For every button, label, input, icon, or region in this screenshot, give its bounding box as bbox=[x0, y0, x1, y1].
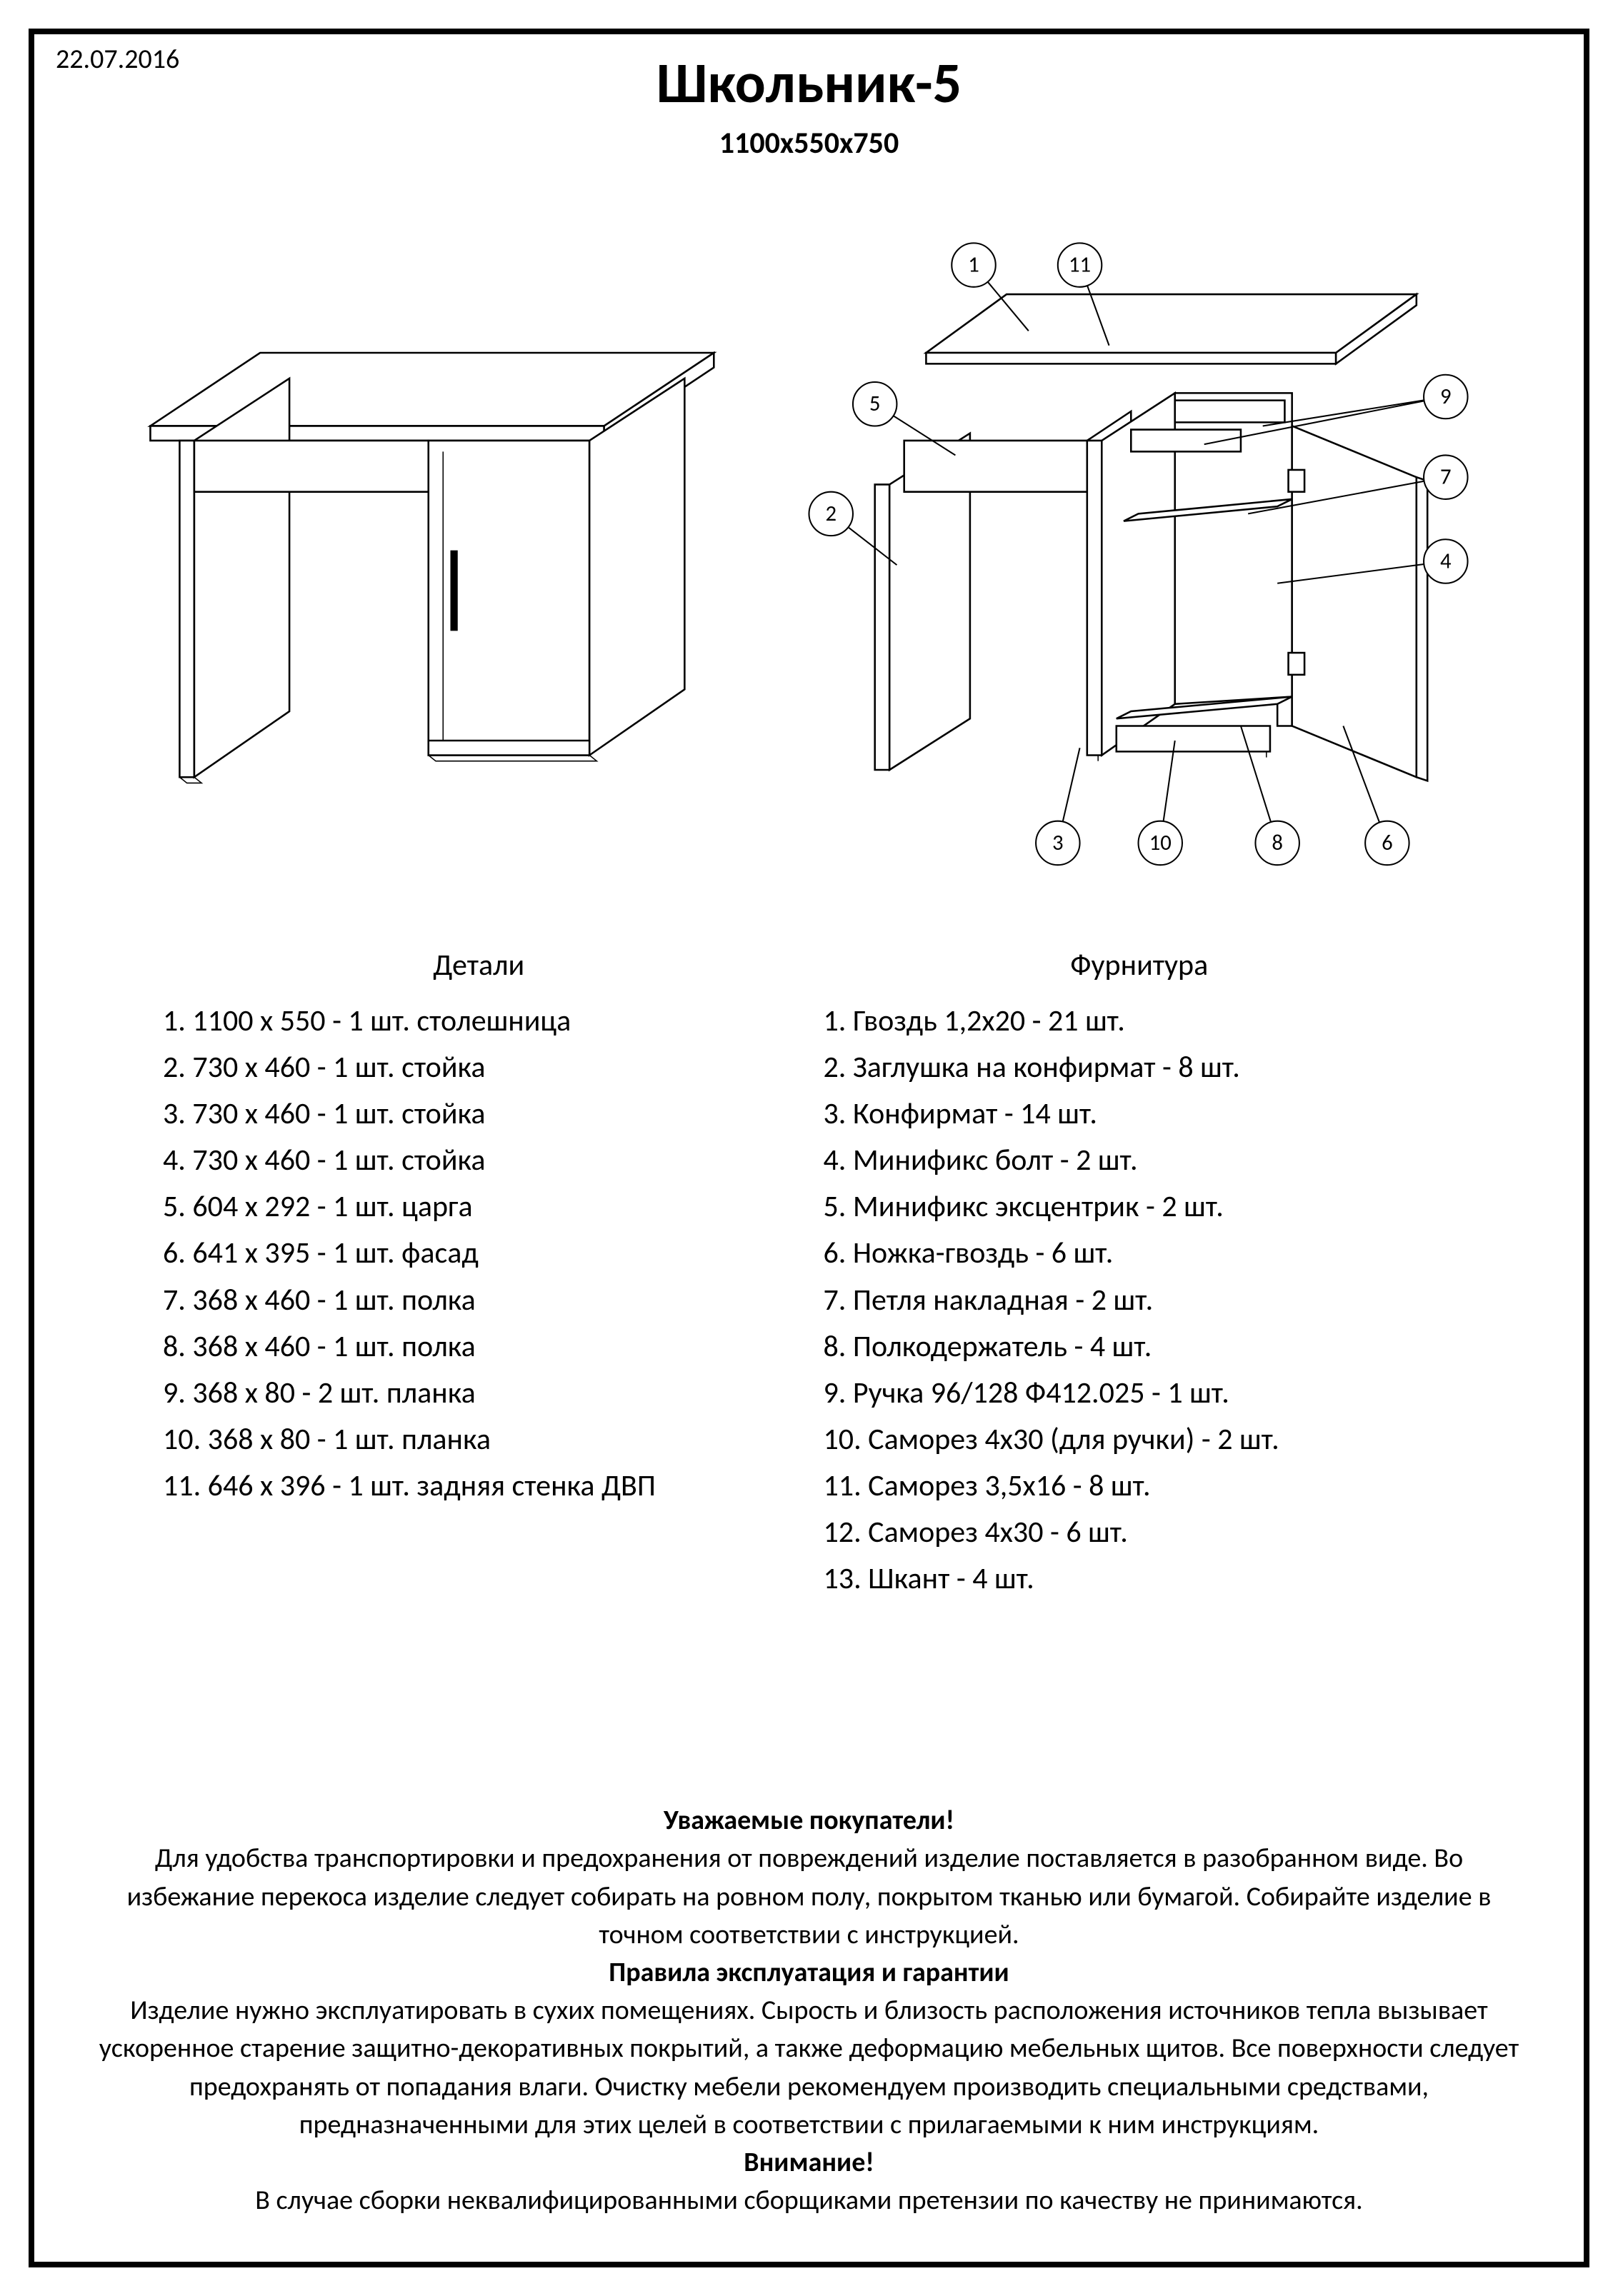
callout-label: 9 bbox=[1440, 383, 1452, 410]
callout-label: 11 bbox=[1069, 252, 1091, 279]
hardware-item: 11. Саморез 3,5х16 - 8 шт. bbox=[824, 1463, 1456, 1509]
parts-item: 5. 604 х 292 - 1 шт. царга bbox=[163, 1183, 795, 1230]
callout-label: 8 bbox=[1272, 830, 1283, 856]
hardware-item: 12. Саморез 4х30 - 6 шт. bbox=[824, 1509, 1456, 1555]
product-dimensions: 1100х550х750 bbox=[77, 125, 1541, 161]
parts-item: 10. 368 х 80 - 1 шт. планка bbox=[163, 1416, 795, 1463]
assembled-desk-drawing bbox=[150, 353, 714, 783]
parts-list: Детали 1. 1100 х 550 - 1 шт. столешница2… bbox=[163, 947, 795, 1602]
notes-heading-1: Уважаемые покупатели! bbox=[91, 1802, 1527, 1840]
hardware-item: 4. Минификс болт - 2 шт. bbox=[824, 1137, 1456, 1183]
callout-label: 10 bbox=[1149, 830, 1172, 856]
lists-area: Детали 1. 1100 х 550 - 1 шт. столешница2… bbox=[77, 947, 1541, 1602]
parts-item: 9. 368 х 80 - 2 шт. планка bbox=[163, 1370, 795, 1416]
parts-item: 2. 730 х 460 - 1 шт. стойка bbox=[163, 1044, 795, 1091]
hardware-item: 6. Ножка-гвоздь - 6 шт. bbox=[824, 1230, 1456, 1276]
callout-label: 5 bbox=[869, 391, 881, 417]
hardware-item: 2. Заглушка на конфирмат - 8 шт. bbox=[824, 1044, 1456, 1091]
hardware-item: 13. Шкант - 4 шт. bbox=[824, 1555, 1456, 1602]
parts-heading: Детали bbox=[163, 947, 795, 983]
assembly-diagram: 1115927431086 bbox=[77, 204, 1541, 918]
notes-heading-2: Правила эксплуатация и гарантии bbox=[91, 1954, 1527, 1992]
hardware-item: 10. Саморез 4х30 (для ручки) - 2 шт. bbox=[824, 1416, 1456, 1463]
callout-label: 7 bbox=[1440, 464, 1452, 491]
notes-paragraph-3: В случае сборки неквалифицированными сбо… bbox=[91, 2182, 1527, 2220]
hardware-item: 3. Конфирмат - 14 шт. bbox=[824, 1091, 1456, 1137]
handle-icon bbox=[450, 551, 457, 631]
notes-paragraph-1: Для удобства транспортировки и предохран… bbox=[91, 1840, 1527, 1954]
callout-label: 4 bbox=[1440, 548, 1452, 575]
notes-paragraph-2: Изделие нужно эксплуатировать в сухих по… bbox=[91, 1992, 1527, 2144]
hardware-item: 9. Ручка 96/128 Ф412.025 - 1 шт. bbox=[824, 1370, 1456, 1416]
parts-item: 11. 646 х 396 - 1 шт. задняя стенка ДВП bbox=[163, 1463, 795, 1509]
hardware-heading: Фурнитура bbox=[824, 947, 1456, 983]
hardware-item: 7. Петля накладная - 2 шт. bbox=[824, 1277, 1456, 1323]
parts-item: 8. 368 х 460 - 1 шт. полка bbox=[163, 1323, 795, 1370]
notes-heading-3: Внимание! bbox=[91, 2144, 1527, 2182]
hardware-item: 1. Гвоздь 1,2х20 - 21 шт. bbox=[824, 998, 1456, 1044]
hardware-item: 5. Минификс эксцентрик - 2 шт. bbox=[824, 1183, 1456, 1230]
callout-label: 2 bbox=[825, 501, 837, 527]
assembly-instruction-page: 22.07.2016 Школьник-5 1100х550х750 bbox=[29, 29, 1589, 2267]
document-date: 22.07.2016 bbox=[56, 43, 179, 76]
parts-item: 4. 730 х 460 - 1 шт. стойка bbox=[163, 1137, 795, 1183]
parts-item: 7. 368 х 460 - 1 шт. полка bbox=[163, 1277, 795, 1323]
hardware-item: 8. Полкодержатель - 4 шт. bbox=[824, 1323, 1456, 1370]
exploded-desk-drawing bbox=[875, 294, 1427, 781]
hardware-list: Фурнитура 1. Гвоздь 1,2х20 - 21 шт.2. За… bbox=[824, 947, 1456, 1602]
notes-area: Уважаемые покупатели! Для удобства транс… bbox=[77, 1802, 1541, 2220]
diagram-area: 1115927431086 bbox=[77, 204, 1541, 918]
parts-item: 3. 730 х 460 - 1 шт. стойка bbox=[163, 1091, 795, 1137]
parts-item: 1. 1100 х 550 - 1 шт. столешница bbox=[163, 998, 795, 1044]
callout-label: 6 bbox=[1382, 830, 1393, 856]
callout-label: 3 bbox=[1052, 830, 1064, 856]
callout-label: 1 bbox=[968, 252, 979, 279]
product-title: Школьник-5 bbox=[77, 49, 1541, 118]
parts-item: 6. 641 х 395 - 1 шт. фасад bbox=[163, 1230, 795, 1276]
